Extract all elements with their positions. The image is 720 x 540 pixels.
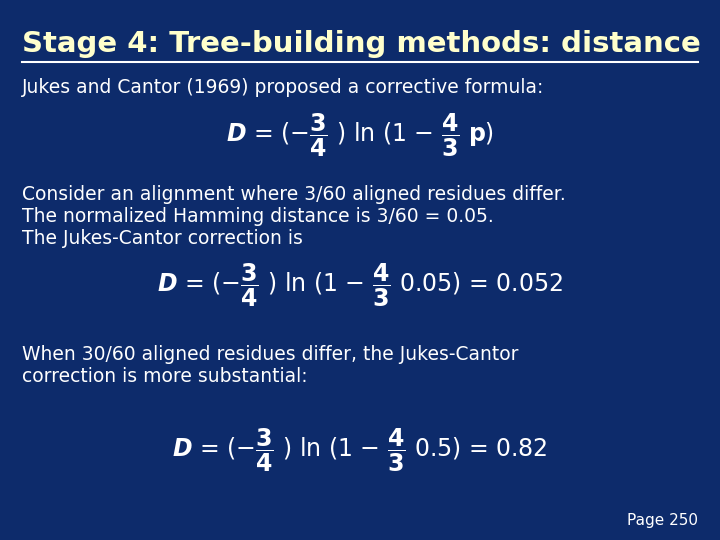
Text: Jukes and Cantor (1969) proposed a corrective formula:: Jukes and Cantor (1969) proposed a corre…: [22, 78, 544, 97]
Text: $\bfit{D}$ = ($-\mathbf{\dfrac{3}{4}}$ ) ln (1 $-$ $\mathbf{\dfrac{4}{3}}$ 0.5) : $\bfit{D}$ = ($-\mathbf{\dfrac{3}{4}}$ )…: [172, 426, 548, 474]
Text: The normalized Hamming distance is 3/60 = 0.05.: The normalized Hamming distance is 3/60 …: [22, 207, 494, 226]
Text: When 30/60 aligned residues differ, the Jukes-Cantor: When 30/60 aligned residues differ, the …: [22, 345, 518, 364]
Text: The Jukes-Cantor correction is: The Jukes-Cantor correction is: [22, 229, 303, 248]
Text: $\bfit{D}$ = ($-\mathbf{\dfrac{3}{4}}$ ) ln (1 $-$ $\mathbf{\dfrac{4}{3}}$ $\mat: $\bfit{D}$ = ($-\mathbf{\dfrac{3}{4}}$ )…: [226, 111, 494, 159]
Text: correction is more substantial:: correction is more substantial:: [22, 367, 307, 386]
Text: Stage 4: Tree-building methods: distance: Stage 4: Tree-building methods: distance: [22, 30, 701, 58]
Text: Page 250: Page 250: [627, 513, 698, 528]
Text: Consider an alignment where 3/60 aligned residues differ.: Consider an alignment where 3/60 aligned…: [22, 185, 566, 204]
Text: $\bfit{D}$ = ($-\mathbf{\dfrac{3}{4}}$ ) ln (1 $-$ $\mathbf{\dfrac{4}{3}}$ 0.05): $\bfit{D}$ = ($-\mathbf{\dfrac{3}{4}}$ )…: [157, 261, 563, 309]
